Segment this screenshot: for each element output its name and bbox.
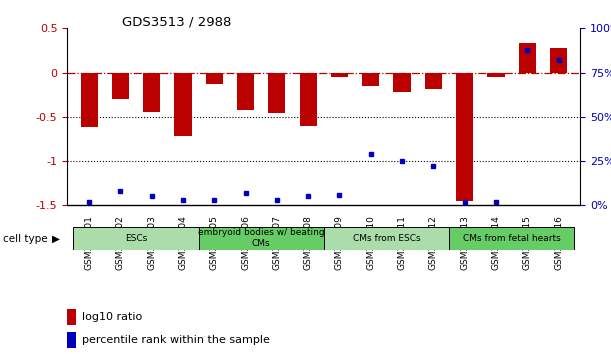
Bar bbox=[112, 73, 129, 99]
Bar bbox=[324, 227, 449, 250]
Bar bbox=[174, 73, 192, 136]
Text: GDS3513 / 2988: GDS3513 / 2988 bbox=[122, 16, 232, 29]
Bar bbox=[73, 227, 199, 250]
Text: CMs from fetal hearts: CMs from fetal hearts bbox=[463, 234, 560, 242]
Bar bbox=[199, 227, 324, 250]
Text: cell type: cell type bbox=[3, 234, 48, 244]
Text: ESCs: ESCs bbox=[125, 234, 147, 242]
Bar bbox=[456, 73, 474, 201]
Bar bbox=[550, 48, 567, 73]
Bar bbox=[67, 309, 76, 325]
Bar bbox=[268, 73, 285, 113]
Text: ▶: ▶ bbox=[52, 234, 60, 244]
Bar bbox=[299, 73, 316, 126]
Bar bbox=[81, 73, 98, 127]
Text: percentile rank within the sample: percentile rank within the sample bbox=[82, 335, 269, 346]
Bar bbox=[449, 227, 574, 250]
Text: embryoid bodies w/ beating
CMs: embryoid bodies w/ beating CMs bbox=[198, 228, 324, 248]
Bar bbox=[67, 332, 76, 348]
Bar bbox=[331, 73, 348, 77]
Bar bbox=[393, 73, 411, 92]
Bar bbox=[362, 73, 379, 86]
Bar bbox=[519, 44, 536, 73]
Bar bbox=[425, 73, 442, 88]
Bar bbox=[237, 73, 254, 110]
Bar bbox=[488, 73, 505, 77]
Bar bbox=[143, 73, 160, 113]
Text: CMs from ESCs: CMs from ESCs bbox=[353, 234, 420, 242]
Bar bbox=[206, 73, 223, 84]
Text: log10 ratio: log10 ratio bbox=[82, 312, 142, 322]
